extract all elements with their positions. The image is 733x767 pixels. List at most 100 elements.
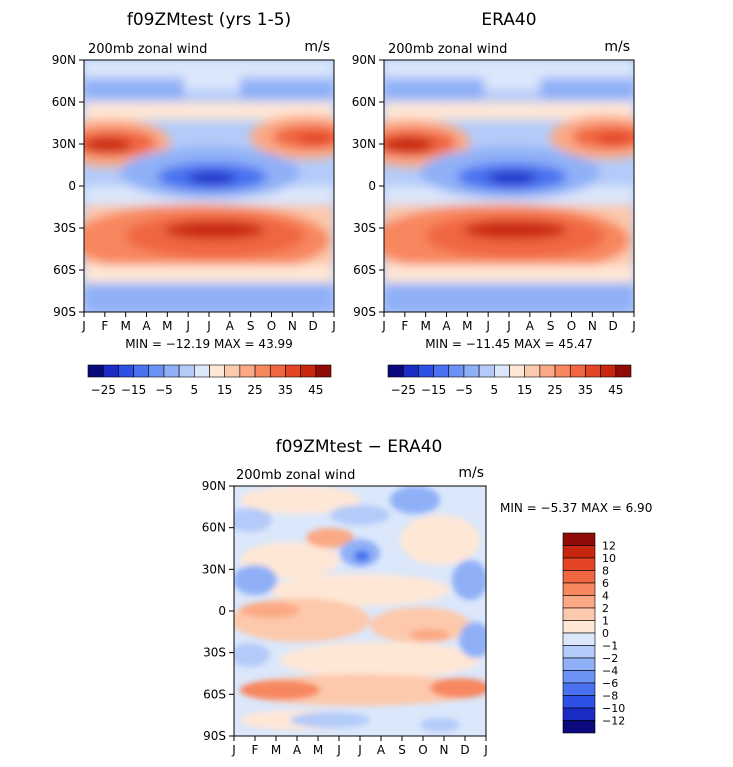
colorbar-swatch	[562, 720, 596, 734]
colorbar-swatch	[562, 670, 596, 684]
x-tick-label: A	[442, 319, 451, 333]
colorbar-swatch	[562, 645, 596, 659]
colorbar-swatch	[448, 364, 465, 378]
y-tick-label: 60S	[353, 263, 376, 277]
panel-title: f09ZMtest − ERA40	[276, 437, 443, 457]
colorbar-swatch	[562, 695, 596, 709]
colorbar-swatch	[387, 364, 404, 378]
colorbar-swatch	[463, 364, 480, 378]
y-tick-label: 90N	[52, 53, 76, 67]
colorbar-swatch	[478, 364, 495, 378]
x-tick-label: D	[460, 743, 469, 757]
colorbar-label: −12	[602, 715, 625, 728]
y-tick-label: 60N	[52, 95, 76, 109]
colorbar-swatch	[224, 364, 241, 378]
x-tick-label: M	[162, 319, 172, 333]
x-tick-label: J	[631, 319, 636, 333]
colorbar-label: 10	[602, 552, 616, 565]
x-tick-label: M	[420, 319, 430, 333]
x-tick-label: A	[226, 319, 235, 333]
colorbar-swatch	[285, 364, 301, 378]
colorbar-model: −25 −15 −5 5 15 25 35 45	[87, 364, 332, 397]
y-tick-label: 60S	[203, 687, 226, 701]
colorbar-swatch	[562, 545, 596, 559]
x-tick-label: J	[81, 319, 86, 333]
panel-title: ERA40	[481, 10, 536, 30]
x-tick-label: O	[418, 743, 427, 757]
colorbar-swatch	[562, 582, 596, 596]
y-tick-label: 60N	[202, 521, 226, 535]
y-tick-label: 0	[68, 179, 76, 193]
x-tick-label: J	[506, 319, 511, 333]
colorbar-label: −2	[602, 652, 618, 665]
colorbar-swatch	[562, 595, 596, 609]
colorbar-swatch	[509, 364, 525, 378]
colorbar-era40: −25 −15 −5 5 15 25 35 45	[387, 364, 632, 397]
heatmap-field	[384, 60, 634, 312]
y-tick-label: 30S	[53, 221, 76, 235]
colorbar-swatch	[554, 364, 571, 378]
x-tick-label: M	[462, 319, 472, 333]
colorbar-label: −25	[91, 383, 116, 397]
colorbar-swatch	[539, 364, 556, 378]
colorbar-swatch	[562, 620, 596, 634]
colorbar-label: 1	[602, 615, 609, 628]
colorbar-label: 25	[547, 383, 562, 397]
heatmap-field	[234, 486, 486, 736]
colorbar-label: 15	[217, 383, 232, 397]
x-tick-label: M	[313, 743, 323, 757]
x-tick-label: M	[271, 743, 281, 757]
colorbar-swatch	[402, 364, 419, 378]
colorbar-label: 35	[578, 383, 593, 397]
colorbar-label: −15	[121, 383, 146, 397]
panel-subtitle: 200mb zonal wind	[388, 42, 507, 57]
x-tick-label: J	[357, 743, 362, 757]
colorbar-swatch	[254, 364, 271, 378]
y-tick-label: 30N	[352, 137, 376, 151]
x-tick-label: A	[526, 319, 535, 333]
x-tick-label: A	[377, 743, 386, 757]
colorbar-label: 5	[190, 383, 198, 397]
colorbar-swatch	[194, 364, 210, 378]
colorbar-label: −6	[602, 677, 618, 690]
colorbar-label: 6	[602, 577, 609, 590]
x-tick-label: F	[401, 319, 408, 333]
colorbar-swatch	[148, 364, 165, 378]
colorbar-label: 2	[602, 602, 609, 615]
x-tick-label: D	[609, 319, 618, 333]
colorbar-swatch	[600, 364, 617, 378]
x-tick-label: D	[309, 319, 318, 333]
x-tick-label: J	[185, 319, 190, 333]
colorbar-swatch	[562, 532, 596, 546]
panel-era40: ERA40 200mb zonal wind m/s	[352, 10, 636, 351]
y-tick-label: 30N	[52, 137, 76, 151]
panel-units: m/s	[304, 39, 330, 55]
colorbar-swatch	[562, 570, 596, 584]
colorbar-swatch	[615, 364, 632, 378]
colorbar-swatch	[163, 364, 180, 378]
x-tick-label: J	[483, 743, 488, 757]
y-tick-label: 90S	[203, 729, 226, 743]
x-tick-label: S	[398, 743, 406, 757]
x-tick-label: S	[247, 319, 255, 333]
colorbar-swatch	[300, 364, 317, 378]
colorbar-swatch	[524, 364, 541, 378]
y-tick-label: 0	[368, 179, 376, 193]
x-tick-label: O	[567, 319, 576, 333]
y-tick-label: 90S	[353, 305, 376, 319]
x-tick-label: J	[231, 743, 236, 757]
colorbar-swatch	[494, 364, 510, 378]
colorbar-swatch	[562, 607, 596, 621]
colorbar-swatch	[562, 707, 596, 721]
x-tick-label: A	[293, 743, 302, 757]
colorbar-label: 45	[308, 383, 323, 397]
y-tick-label: 60S	[53, 263, 76, 277]
colorbar-swatch	[239, 364, 256, 378]
x-tick-label: A	[142, 319, 151, 333]
y-tick-label: 30S	[203, 646, 226, 660]
x-tick-label: J	[381, 319, 386, 333]
colorbar-label: −10	[602, 702, 625, 715]
x-tick-label: F	[101, 319, 108, 333]
x-tick-label: N	[588, 319, 597, 333]
